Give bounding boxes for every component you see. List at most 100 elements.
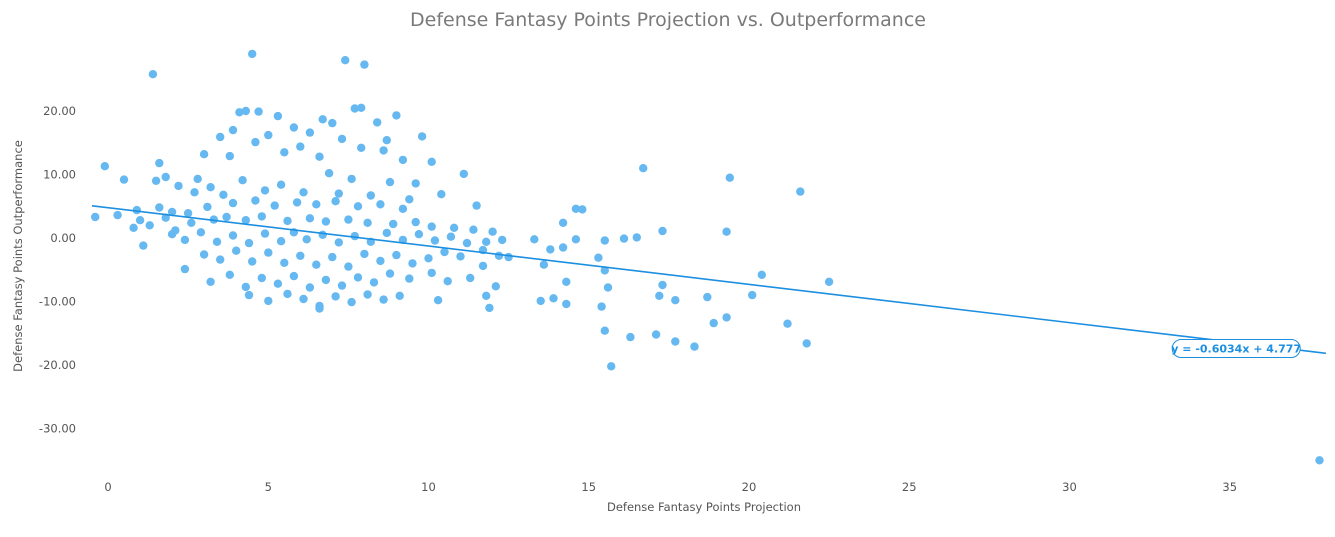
data-point [193, 174, 202, 184]
data-point [594, 253, 603, 262]
data-point [206, 183, 215, 192]
data-point [203, 202, 212, 212]
trendline-label-box [1171, 339, 1301, 358]
data-point [289, 123, 299, 132]
data-point [296, 142, 305, 151]
data-point [385, 269, 395, 278]
data-point [302, 235, 311, 244]
y-tick-label: -30.00 [39, 422, 76, 436]
data-point [433, 296, 443, 305]
data-point [456, 252, 465, 261]
data-point [196, 228, 206, 237]
data-point [315, 304, 324, 313]
data-point [725, 173, 734, 182]
data-point [174, 181, 183, 191]
y-tick-label: -20.00 [39, 358, 76, 372]
data-point [382, 136, 391, 145]
data-point [248, 49, 257, 59]
data-point [337, 134, 347, 144]
data-point [257, 212, 266, 221]
data-point [466, 273, 475, 283]
data-point [91, 212, 100, 222]
x-tick-label: 15 [581, 480, 596, 494]
data-point [392, 250, 401, 260]
data-point [187, 218, 196, 227]
data-point [257, 273, 266, 283]
data-point [238, 176, 247, 185]
x-tick-label: 0 [104, 480, 111, 494]
data-point [289, 271, 299, 281]
data-point [482, 291, 491, 300]
data-point [639, 164, 648, 173]
data-point [341, 56, 350, 65]
data-point [206, 277, 215, 286]
data-point [318, 230, 327, 239]
data-point [443, 277, 452, 286]
data-point [485, 303, 494, 313]
data-point [180, 235, 190, 245]
data-point [180, 264, 190, 274]
y-tick-label: 20.00 [43, 104, 76, 118]
data-point [437, 190, 446, 199]
data-point [558, 218, 568, 227]
data-point [353, 273, 363, 282]
data-point [722, 313, 731, 322]
data-point [155, 158, 164, 168]
data-point [251, 137, 260, 147]
data-point [228, 125, 238, 135]
data-point [469, 225, 478, 234]
data-point [571, 204, 581, 213]
data-point [244, 290, 254, 300]
data-point [331, 292, 340, 301]
data-point [494, 251, 504, 260]
data-point [216, 255, 225, 264]
data-point [757, 270, 766, 279]
data-point [100, 162, 110, 171]
data-point [347, 297, 356, 307]
trendline [91, 205, 1326, 355]
data-point [658, 280, 667, 290]
data-point [276, 180, 286, 189]
data-point [219, 190, 228, 199]
data-point [824, 277, 834, 286]
data-point [350, 104, 359, 113]
trendline-equation: y = -0.6034x + 4.777 [1171, 343, 1301, 356]
data-point [446, 232, 456, 241]
data-point [376, 200, 385, 209]
data-point [392, 111, 401, 120]
data-point [305, 214, 315, 223]
chart-title: Defense Fantasy Points Projection vs. Ou… [410, 9, 926, 31]
data-point [283, 289, 292, 299]
data-point [260, 229, 270, 238]
data-point [600, 236, 609, 245]
data-point [353, 202, 363, 211]
data-point [155, 203, 164, 212]
data-point [113, 210, 122, 220]
data-point [671, 296, 680, 305]
data-point [796, 187, 805, 196]
data-point [270, 201, 279, 210]
data-point [482, 237, 491, 246]
data-point [405, 274, 414, 283]
data-point [312, 260, 321, 269]
data-point [135, 216, 145, 225]
data-point [430, 236, 440, 245]
data-point [235, 108, 244, 117]
data-point [651, 330, 661, 339]
data-point [373, 118, 382, 127]
data-point [222, 212, 231, 222]
data-point [549, 294, 558, 303]
data-point [190, 188, 199, 197]
data-point [530, 235, 539, 244]
data-point [369, 278, 379, 287]
data-point [331, 197, 340, 206]
data-point [472, 201, 481, 210]
data-point [283, 216, 292, 226]
data-point [408, 259, 417, 268]
data-point [273, 279, 283, 288]
data-point [280, 148, 289, 157]
data-point [360, 249, 369, 259]
data-point [562, 277, 571, 286]
data-point [357, 143, 366, 152]
